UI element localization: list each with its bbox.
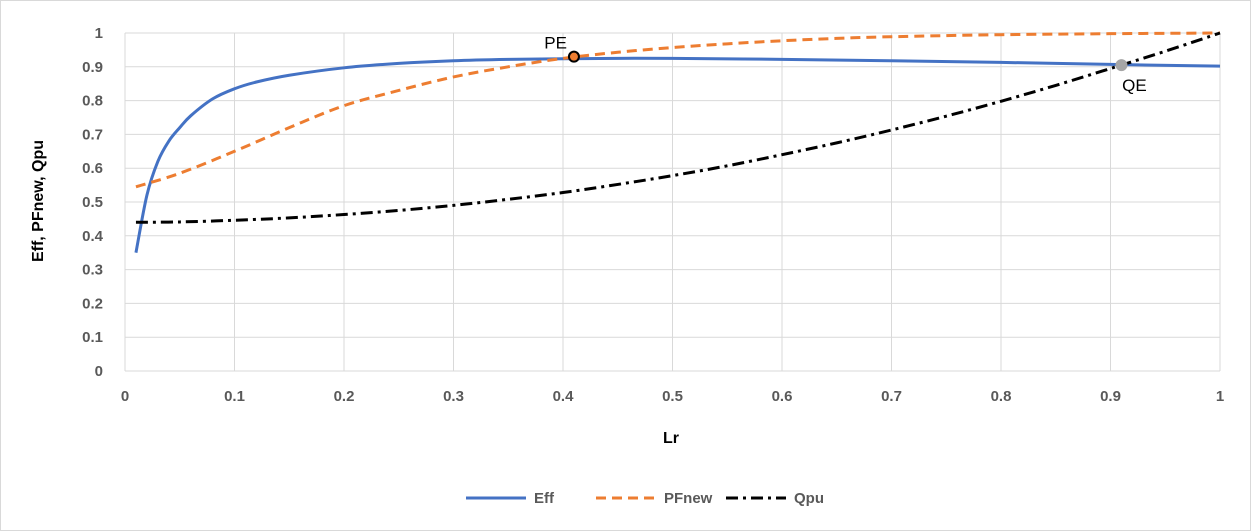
annotation-marker-pe bbox=[567, 50, 580, 63]
x-tick-label: 0.2 bbox=[334, 388, 355, 405]
x-tick-label: 0 bbox=[121, 388, 129, 405]
y-tick-label: 0.4 bbox=[82, 228, 104, 245]
x-tick-label: 0.9 bbox=[1100, 388, 1121, 405]
x-tick-label: 0.4 bbox=[553, 388, 575, 405]
legend-label-eff: Eff bbox=[534, 490, 555, 507]
y-tick-label: 1 bbox=[95, 25, 103, 42]
x-tick-label: 1 bbox=[1216, 388, 1224, 405]
annotation-label-pe: PE bbox=[544, 34, 567, 53]
y-tick-label: 0 bbox=[95, 363, 103, 380]
x-tick-label: 0.3 bbox=[443, 388, 464, 405]
y-tick-label: 0.8 bbox=[82, 93, 103, 110]
y-axis-title: Eff, PFnew, Qpu bbox=[30, 140, 47, 262]
series-line-eff bbox=[134, 56, 1221, 253]
legend: Eff PFnew Qpu bbox=[466, 490, 824, 507]
annotation-marker-qe bbox=[1115, 59, 1128, 72]
x-tick-label: 0.1 bbox=[224, 388, 245, 405]
x-tick-label: 0.6 bbox=[772, 388, 793, 405]
axes: 0 0.1 0.2 0.3 0.4 0.5 0.6 0.7 0.8 0.9 1 0 0.1 0.2 0.3 0… bbox=[82, 25, 1224, 405]
y-tick-label: 0.7 bbox=[82, 126, 103, 143]
annotations: PE QE bbox=[544, 34, 1146, 95]
x-tick-label: 0.7 bbox=[881, 388, 902, 405]
y-tick-label: 0.6 bbox=[82, 160, 103, 177]
x-tick-label: 0.8 bbox=[991, 388, 1012, 405]
y-tick-label: 0.5 bbox=[82, 194, 103, 211]
grid-lines bbox=[125, 32, 1221, 371]
y-tick-label: 0.1 bbox=[82, 329, 103, 346]
y-tick-label: 0.9 bbox=[82, 59, 103, 76]
x-tick-label: 0.5 bbox=[662, 388, 683, 405]
series-lines bbox=[134, 31, 1221, 253]
annotation-label-qe: QE bbox=[1122, 76, 1147, 95]
y-tick-label: 0.3 bbox=[82, 262, 103, 279]
series-line-qpu bbox=[135, 31, 1221, 224]
y-tick-label: 0.2 bbox=[82, 295, 103, 312]
x-axis-title: Lr bbox=[663, 430, 679, 447]
legend-label-pfnew: PFnew bbox=[664, 490, 713, 507]
series-line-pfnew bbox=[135, 31, 1221, 189]
legend-label-qpu: Qpu bbox=[794, 490, 824, 507]
